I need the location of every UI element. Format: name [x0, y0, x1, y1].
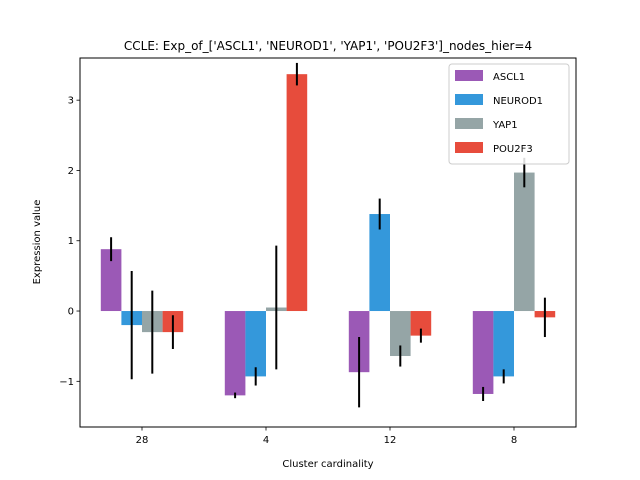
bar-yap1-8	[514, 172, 535, 312]
bar-ascl1-8	[472, 311, 494, 394]
legend-swatch-pou2f3	[455, 142, 483, 153]
bar-pou2f3-12	[410, 311, 432, 336]
x-tick-label: 4	[263, 435, 269, 446]
legend: ASCL1 NEUROD1 YAP1 POU2F3	[448, 63, 570, 165]
bar-ascl1-4	[224, 311, 246, 396]
legend-label-yap1: YAP1	[492, 120, 518, 131]
bar-ascl1-28	[100, 249, 122, 312]
plot-frame	[79, 57, 577, 428]
legend-label-ascl1: ASCL1	[493, 72, 525, 83]
bar-pou2f3-4	[286, 74, 308, 312]
x-tick-label: 12	[384, 435, 397, 446]
y-tick-label: 1	[68, 236, 74, 247]
y-tick-label: 2	[68, 166, 74, 177]
bar-neurod1-8	[493, 311, 514, 377]
legend-box	[448, 63, 570, 165]
bars-layer	[100, 74, 556, 396]
y-axis: −1 0 1 2 3	[59, 96, 80, 388]
bar-yap1-12	[390, 311, 411, 357]
legend-label-neurod1: NEUROD1	[493, 96, 543, 107]
x-axis-label: Cluster cardinality	[282, 459, 373, 470]
chart-title: CCLE: Exp_of_['ASCL1', 'NEUROD1', 'YAP1'…	[124, 39, 532, 53]
y-tick-label: −1	[59, 377, 74, 388]
x-axis: 28 4 12 8	[136, 427, 517, 446]
legend-swatch-yap1	[455, 118, 483, 129]
legend-swatch-ascl1	[455, 70, 483, 81]
y-tick-label: 0	[68, 307, 74, 318]
x-tick-label: 8	[511, 435, 517, 446]
y-axis-label: Expression value	[32, 200, 43, 285]
bar-neurod1-4	[245, 311, 266, 377]
legend-label-pou2f3: POU2F3	[493, 144, 533, 155]
x-tick-label: 28	[136, 435, 149, 446]
legend-swatch-neurod1	[455, 94, 483, 105]
y-tick-label: 3	[68, 96, 74, 107]
bar-neurod1-12	[369, 214, 390, 312]
